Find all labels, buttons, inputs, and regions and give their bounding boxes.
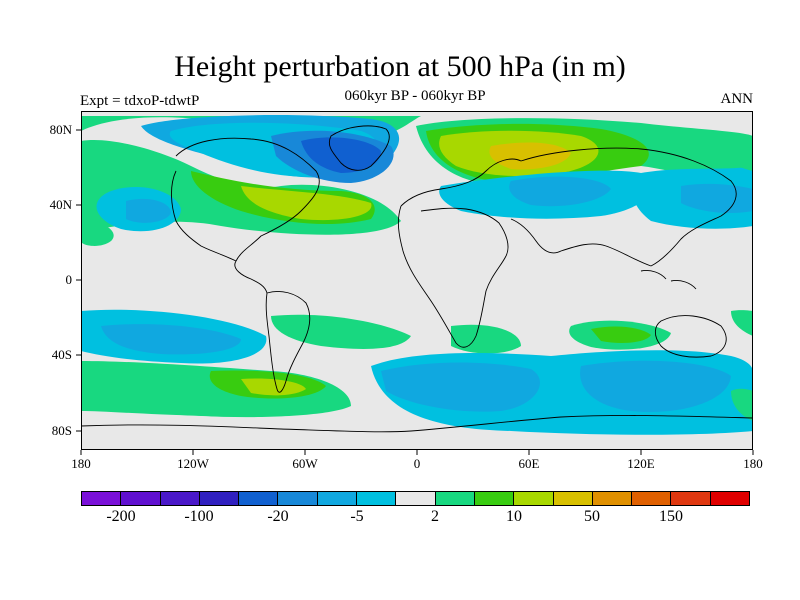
colorbar-box-3 xyxy=(199,492,240,505)
colorbar-label: 150 xyxy=(659,508,683,525)
lon-label: 120W xyxy=(177,456,209,471)
anomaly-region xyxy=(81,216,114,246)
colorbar-box-11 xyxy=(514,492,554,505)
lat-label: 80S xyxy=(51,423,72,438)
lat-label: 40N xyxy=(49,197,72,212)
lon-label: 180 xyxy=(743,456,763,471)
anomaly-region xyxy=(241,378,306,396)
map-canvas xyxy=(81,111,753,450)
experiment-label: Expt = tdxoP-tdwtP xyxy=(80,93,200,109)
colorbar-label: -200 xyxy=(106,508,136,525)
anomaly-region xyxy=(81,414,441,450)
colorbar-box-12 xyxy=(553,492,593,505)
map-frame xyxy=(81,111,753,450)
anomaly-region xyxy=(681,183,753,214)
anomaly-region xyxy=(591,326,651,343)
colorbar-box-0 xyxy=(82,492,122,505)
colorbar-box-16 xyxy=(710,492,750,505)
anomaly-region xyxy=(301,137,381,173)
colorbar-label: 50 xyxy=(584,508,600,525)
lat-label: 40S xyxy=(51,347,72,362)
lon-label: 0 xyxy=(413,456,421,471)
colorbar-box-6 xyxy=(317,492,358,505)
coastlines xyxy=(81,125,753,433)
colorbar-box-2 xyxy=(160,492,200,505)
colorbar-label: -20 xyxy=(267,508,289,525)
season-label: ANN xyxy=(720,91,754,107)
lat-label: 80N xyxy=(49,122,72,137)
anomaly-region xyxy=(509,176,611,207)
anomaly-region xyxy=(381,362,540,412)
lat-label: 0 xyxy=(65,272,73,287)
colorbar-box-9 xyxy=(435,492,475,505)
anomaly-region xyxy=(731,310,753,336)
anomaly-region xyxy=(711,138,753,171)
colorbar-box-4 xyxy=(239,492,279,505)
colorbar-label: 10 xyxy=(506,508,522,525)
colorbar-box-8 xyxy=(396,492,436,505)
page-title: Height perturbation at 500 hPa (in m) xyxy=(174,50,626,83)
map-panel xyxy=(76,111,754,455)
anomaly-region xyxy=(101,324,241,355)
anomaly-region xyxy=(271,314,411,349)
colorbar-label: 2 xyxy=(431,508,439,525)
colorbar-box-5 xyxy=(278,492,318,505)
colorbar-box-14 xyxy=(632,492,672,505)
colorbar-box-13 xyxy=(592,492,633,505)
colorbar-label: -5 xyxy=(350,508,364,525)
axis-ticks xyxy=(76,129,754,455)
anomaly-region xyxy=(731,388,753,421)
lon-label: 60W xyxy=(292,456,318,471)
anomaly-region xyxy=(126,198,171,223)
lon-label: 60E xyxy=(518,456,540,471)
colorbar-box-7 xyxy=(357,492,397,505)
anomaly-region xyxy=(451,324,521,354)
colorbar-box-1 xyxy=(121,492,161,505)
anomaly-region xyxy=(580,360,731,412)
subtitle: 060kyr BP - 060kyr BP xyxy=(344,88,486,104)
colorbar xyxy=(81,491,750,506)
colorbar-label: -100 xyxy=(184,508,214,525)
anomaly-region xyxy=(241,186,372,221)
lon-label: 120E xyxy=(627,456,655,471)
lon-label: 180 xyxy=(71,456,91,471)
colorbar-box-15 xyxy=(671,492,711,505)
anomaly-region xyxy=(489,142,571,170)
colorbar-box-10 xyxy=(474,492,515,505)
